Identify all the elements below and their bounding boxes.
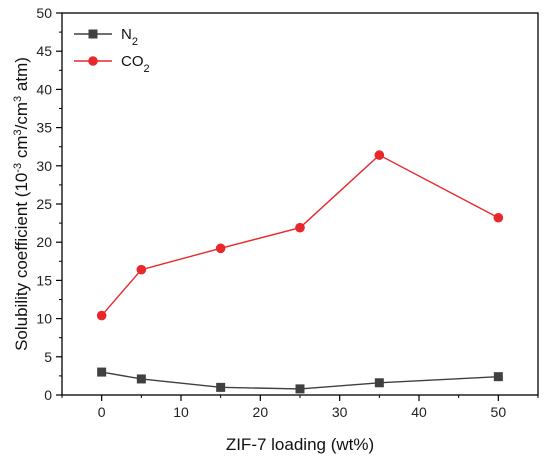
series-line [101,154,499,317]
x-tick-label: 10 [173,404,189,420]
legend-label: N2 [121,26,138,48]
data-point [493,372,503,382]
y-tick-label: 15 [36,272,52,288]
x-tick-label: 40 [411,404,427,420]
data-point [374,378,384,388]
y-tick-label: 30 [36,158,52,174]
data-point [136,374,146,384]
series-layer [96,150,504,394]
legend-marker [88,56,98,66]
legend-label: CO2 [121,53,150,75]
series-co2 [96,150,504,321]
x-tick-label: 50 [491,404,507,420]
y-tick-label: 5 [44,349,52,365]
data-point [136,264,147,275]
y-axis-title: Solubility coefficient (10-3 cm3/cm3 atm… [12,57,31,351]
y-tick-label: 25 [36,196,52,212]
axes: 0 10 20 30 40 50 0 5 10 15 20 25 30 35 40 45 50 ZIF-7 loa… [12,5,539,454]
x-tick-label: 0 [98,404,106,420]
x-tick-label: 30 [332,404,348,420]
series-line [101,371,499,390]
y-tick-label: 35 [36,120,52,136]
data-point [96,310,107,321]
data-point [295,384,305,394]
legend-marker [88,29,98,39]
plot-frame [61,12,539,396]
data-point [215,243,226,254]
y-tick-label: 20 [36,234,52,250]
data-point [493,212,504,223]
data-point [295,222,305,233]
y-tick-label: 50 [36,5,52,21]
data-point [216,382,226,392]
y-tick-label: 40 [36,81,52,97]
y-tick-label: 10 [36,311,52,327]
x-axis-title: ZIF-7 loading (wt%) [226,435,374,454]
x-tick-label: 20 [253,404,269,420]
series-n2 [97,367,503,394]
data-point [97,367,107,377]
y-tick-label: 0 [44,387,52,403]
data-point [374,150,385,160]
y-tick-label: 45 [36,43,52,59]
